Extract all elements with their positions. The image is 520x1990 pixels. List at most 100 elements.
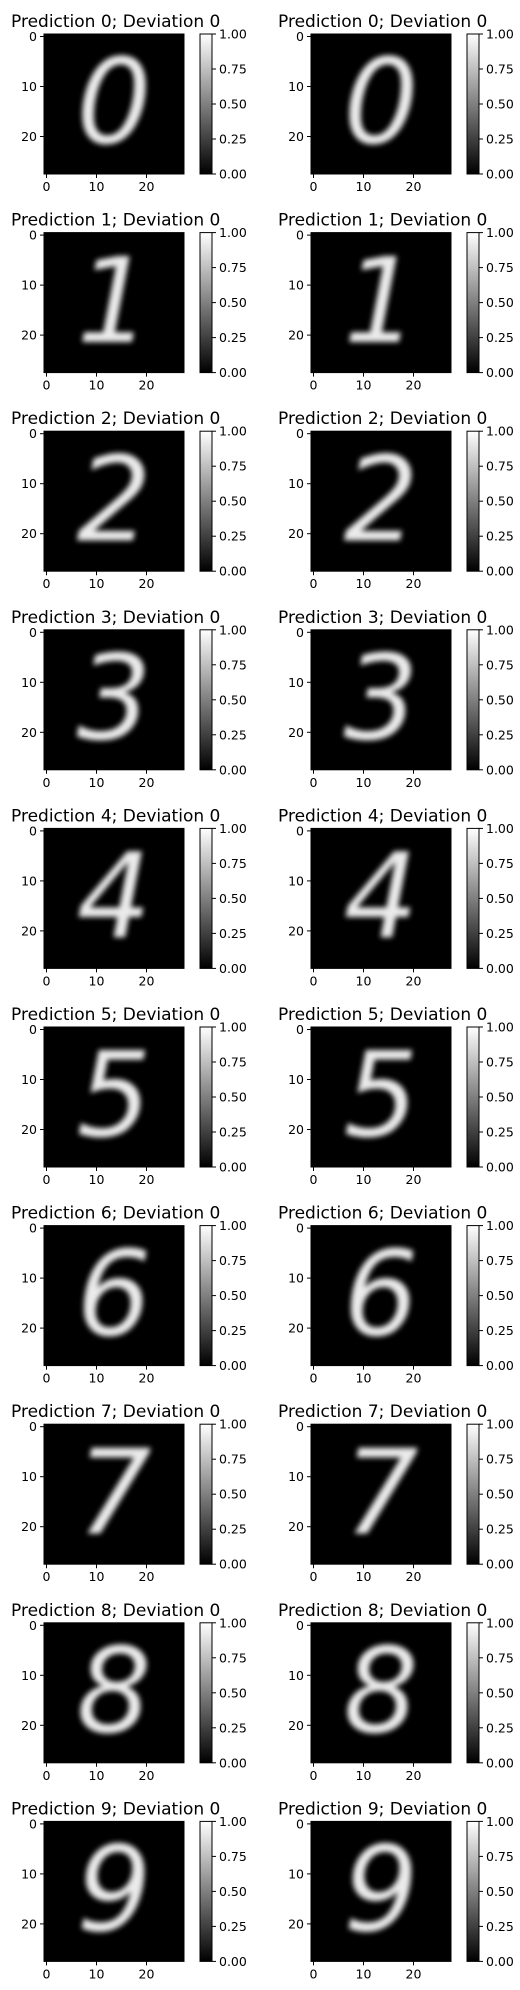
y-tick-label: 0 [296, 823, 304, 838]
colorbar-tick-label: 0.50 [486, 1487, 514, 1502]
axes-frame [310, 1820, 452, 1962]
y-tick-label: 10 [21, 1072, 37, 1087]
y-tick-label: 10 [21, 1271, 37, 1286]
subplot-title: Prediction 5; Deviation 0 [11, 1005, 220, 1025]
x-tick-label: 20 [406, 1371, 422, 1386]
colorbar-tick-label: 0.00 [486, 1358, 514, 1373]
colorbar-tick-label: 0.25 [219, 1125, 247, 1140]
axes-frame [310, 827, 452, 969]
subplot-panel: Prediction 5; Deviation 05 0 10 20 0 10 20 0.00… [278, 1005, 514, 1187]
subplot-title: Prediction 0; Deviation 0 [278, 12, 487, 32]
axes-frame [43, 33, 185, 175]
colorbar-tick-label: 0.50 [219, 1685, 247, 1700]
colorbar-tick-label: 0.00 [219, 365, 247, 380]
x-tick-label: 0 [43, 1371, 51, 1386]
colorbar-tick-label: 0.75 [486, 1055, 514, 1070]
y-tick-label: 10 [288, 1072, 304, 1087]
y-tick-label: 20 [21, 1718, 37, 1733]
colorbar [199, 232, 213, 374]
digit-glyph: 3 [343, 629, 418, 767]
subplot-panel: Prediction 3; Deviation 03 0 10 20 0 10 20 0.00… [11, 608, 247, 790]
colorbar-tick-label: 0.75 [486, 62, 514, 77]
axes-frame [43, 1026, 185, 1168]
colorbar-tick-label: 1.00 [219, 821, 247, 836]
colorbar-tick-label: 1.00 [486, 1218, 514, 1233]
image-heatmap [311, 1622, 451, 1763]
y-tick-label: 10 [21, 1668, 37, 1683]
colorbar-tick-label: 0.00 [486, 564, 514, 579]
y-tick-label: 20 [21, 129, 37, 144]
image-heatmap [44, 1424, 184, 1565]
colorbar-tick-label: 0.50 [486, 1685, 514, 1700]
x-tick-label: 10 [356, 1371, 372, 1386]
x-tick-label: 20 [406, 179, 422, 194]
y-tick-label: 20 [288, 1122, 304, 1137]
subplot-panel: Prediction 1; Deviation 010 10 20010200.00… [11, 211, 247, 393]
axes-frame [310, 1622, 452, 1764]
colorbar [466, 1622, 480, 1764]
subplot-title: Prediction 2; Deviation 0 [11, 409, 220, 429]
x-tick-label: 10 [89, 775, 105, 790]
subplot-panel: Prediction 4; Deviation 04 0 10 20 0 10 20 0.00… [11, 806, 247, 988]
y-tick-label: 20 [21, 328, 37, 343]
digit-glyph: 2 [76, 430, 151, 568]
subplot-title: Prediction 7; Deviation 0 [278, 1402, 487, 1422]
image-heatmap [44, 431, 184, 572]
colorbar-tick-label: 0.25 [219, 926, 247, 941]
x-tick-label: 0 [43, 1172, 51, 1187]
colorbar-tick-label: 1.00 [219, 1417, 247, 1432]
colorbar [466, 430, 480, 572]
axes-frame [310, 1026, 452, 1168]
axes-frame [310, 629, 452, 771]
digit-glyph: 9 [343, 1821, 418, 1959]
colorbar [199, 827, 213, 969]
y-tick-label: 10 [21, 79, 37, 94]
image-heatmap [44, 34, 184, 174]
colorbar-tick-label: 0.25 [486, 1125, 514, 1140]
x-tick-label: 0 [43, 1966, 51, 1981]
axes-frame [43, 1423, 185, 1565]
subplot-panel: Prediction 6; Deviation 06 0 10 20 0 10 20 0.00… [278, 1204, 514, 1386]
image-heatmap [311, 1225, 451, 1366]
colorbar-tick-label: 1.00 [219, 27, 247, 42]
colorbar-tick-label: 0.50 [219, 97, 247, 112]
colorbar-tick-label: 0.00 [486, 1160, 514, 1175]
colorbar-tick-label: 0.25 [219, 727, 247, 742]
colorbar-tick-label: 0.75 [486, 260, 514, 275]
axes-frame [310, 33, 452, 175]
digit-glyph: 0 [343, 33, 418, 171]
x-tick-label: 10 [89, 1966, 105, 1981]
subplot-title: Prediction 9; Deviation 0 [11, 1799, 220, 1819]
colorbar-tick-label: 0.75 [219, 856, 247, 871]
colorbar-tick-label: 1.00 [486, 424, 514, 439]
axes-frame [310, 430, 452, 572]
y-tick-label: 0 [296, 625, 304, 640]
colorbar [199, 430, 213, 572]
x-tick-label: 0 [310, 775, 318, 790]
colorbar-tick-label: 0.25 [486, 1522, 514, 1537]
y-tick-label: 10 [21, 1469, 37, 1484]
colorbar-tick-label: 0.00 [486, 1755, 514, 1770]
subplot-panel: Prediction 4; Deviation 04 0 10 20 0 10 20 0.00… [278, 806, 514, 988]
colorbar-tick-label: 0.75 [486, 1650, 514, 1665]
y-tick-label: 0 [296, 228, 304, 243]
colorbar [466, 33, 480, 175]
x-tick-label: 20 [406, 1172, 422, 1187]
colorbar-tick-label: 0.50 [486, 97, 514, 112]
x-tick-label: 20 [406, 1768, 422, 1783]
digit-glyph: 1 [343, 232, 418, 370]
colorbar-tick-label: 0.25 [219, 1919, 247, 1934]
y-tick-label: 10 [288, 476, 304, 491]
subplot-panel: Prediction 7; Deviation 07 0 10 20 0 10 20 0.00… [278, 1402, 514, 1584]
y-tick-label: 10 [288, 79, 304, 94]
x-tick-label: 10 [89, 179, 105, 194]
colorbar-tick-label: 1.00 [219, 1218, 247, 1233]
colorbar [466, 1423, 480, 1565]
colorbar-tick-label: 1.00 [486, 1814, 514, 1829]
colorbar-tick-label: 0.00 [486, 762, 514, 777]
x-tick-label: 20 [139, 576, 155, 591]
y-tick-label: 0 [29, 625, 37, 640]
y-tick-label: 20 [21, 1122, 37, 1137]
colorbar-tick-label: 0.75 [486, 459, 514, 474]
colorbar-tick-label: 0.00 [219, 762, 247, 777]
